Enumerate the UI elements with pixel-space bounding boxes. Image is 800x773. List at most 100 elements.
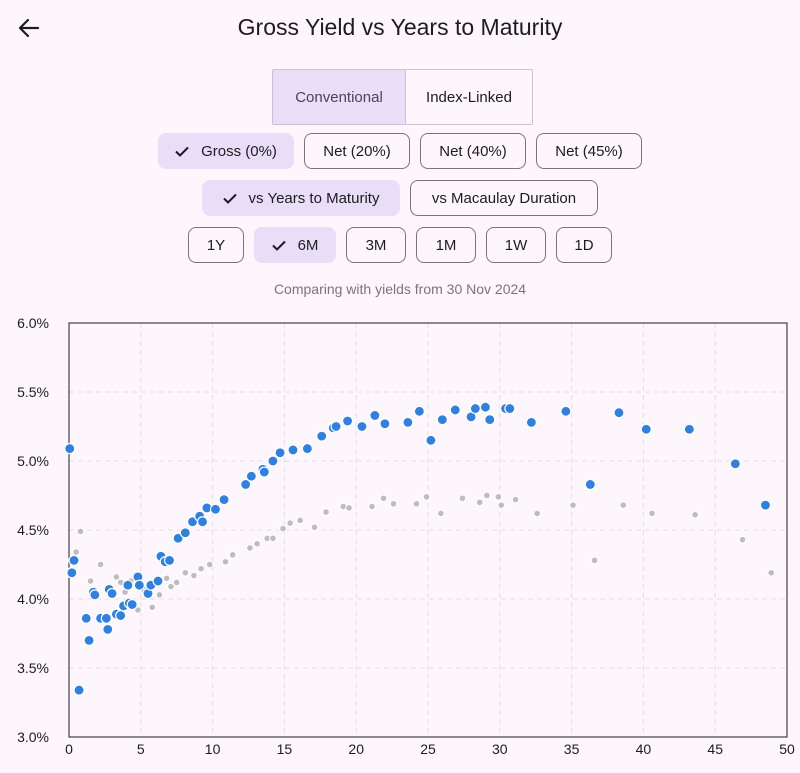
previous-yield-point xyxy=(322,508,330,516)
current-yield-point xyxy=(102,623,114,635)
current-yield-point xyxy=(301,442,313,455)
period-chips: 1Y 6M 3M 1M 1W 1D xyxy=(0,227,800,263)
y-tick-label: 3.5% xyxy=(17,660,49,676)
current-yield-point xyxy=(68,554,80,566)
current-yield-point xyxy=(126,598,138,611)
y-tick-label: 5.5% xyxy=(17,384,49,400)
years-to-maturity-chip[interactable]: vs Years to Maturity xyxy=(202,180,400,216)
previous-yield-point xyxy=(286,519,294,527)
period-1d-label: 1D xyxy=(574,236,594,254)
previous-yield-point xyxy=(590,556,599,565)
current-yield-point xyxy=(152,575,164,587)
index-linked-option[interactable]: Index-Linked xyxy=(405,70,532,124)
current-yield-point xyxy=(83,634,95,646)
previous-yield-point xyxy=(112,573,121,581)
x-tick-label: 25 xyxy=(420,741,436,757)
previous-yield-point xyxy=(497,501,506,509)
check-icon xyxy=(271,240,286,251)
period-6m-chip[interactable]: 6M xyxy=(254,227,336,263)
current-yield-point xyxy=(479,401,492,413)
previous-yield-point xyxy=(269,534,277,543)
x-tick-label: 5 xyxy=(137,741,145,757)
previous-yield-point xyxy=(767,568,776,577)
gross-chip[interactable]: Gross (0%) xyxy=(158,133,294,169)
period-1w-label: 1W xyxy=(504,236,528,254)
previous-yield-point xyxy=(76,527,85,536)
period-1w-chip[interactable]: 1W xyxy=(486,227,546,263)
current-yield-point xyxy=(209,503,222,515)
previous-yield-point xyxy=(483,491,491,500)
x-tick-label: 10 xyxy=(205,741,221,757)
current-yield-point xyxy=(330,420,342,433)
previous-yield-point xyxy=(253,540,261,548)
app-bar: Gross Yield vs Years to Maturity xyxy=(0,0,800,56)
period-1y-chip[interactable]: 1Y xyxy=(188,227,244,263)
gross-chip-label: Gross (0%) xyxy=(201,142,277,160)
current-yield-point xyxy=(436,413,448,426)
current-yield-point xyxy=(80,612,92,624)
current-yield-point xyxy=(100,612,112,624)
previous-yield-point xyxy=(167,582,175,591)
net-40-chip[interactable]: Net (40%) xyxy=(420,133,526,169)
previous-yield-point xyxy=(345,504,353,512)
current-yield-point xyxy=(106,587,118,600)
previous-yield-point xyxy=(296,516,304,525)
previous-yield-point xyxy=(533,509,541,518)
current-yield-point xyxy=(449,404,461,416)
current-yield-point xyxy=(525,416,537,428)
check-icon xyxy=(222,193,237,204)
current-yield-point xyxy=(240,478,252,491)
previous-yield-point xyxy=(172,578,181,587)
previous-yield-point xyxy=(181,568,190,577)
period-1d-chip[interactable]: 1D xyxy=(556,227,612,263)
net-20-chip[interactable]: Net (20%) xyxy=(304,133,410,169)
bond-type-toggle: Conventional Index-Linked xyxy=(272,69,533,125)
current-yield-point xyxy=(133,579,145,591)
current-yield-point xyxy=(613,407,625,419)
current-yield-point xyxy=(413,405,425,417)
back-button[interactable] xyxy=(12,10,46,46)
arrow-left-icon xyxy=(18,18,40,38)
current-yield-point xyxy=(64,442,76,455)
check-icon xyxy=(175,146,189,157)
current-yield-point xyxy=(196,516,209,528)
x-tick-label: 45 xyxy=(707,741,723,757)
previous-yield-point xyxy=(205,560,214,569)
plot-frame xyxy=(68,322,788,738)
previous-yield-point xyxy=(310,523,319,532)
y-tick-label: 6.0% xyxy=(17,315,49,331)
period-3m-chip[interactable]: 3M xyxy=(346,227,406,263)
current-yield-point xyxy=(341,415,354,427)
conventional-option[interactable]: Conventional xyxy=(273,70,405,124)
current-yield-point xyxy=(425,434,437,446)
current-yield-point xyxy=(163,554,176,566)
current-yield-point xyxy=(356,420,368,433)
previous-yield-point xyxy=(155,591,164,599)
previous-yield-point xyxy=(197,564,205,573)
previous-yield-point xyxy=(475,498,484,507)
page-title: Gross Yield vs Years to Maturity xyxy=(237,14,563,40)
previous-yield-point xyxy=(221,557,230,566)
current-yield-point xyxy=(258,466,270,478)
current-yield-point xyxy=(73,684,85,696)
current-yield-point xyxy=(267,455,279,467)
net-45-chip[interactable]: Net (45%) xyxy=(536,133,642,169)
x-tick-label: 40 xyxy=(636,741,652,757)
net-45-chip-label: Net (45%) xyxy=(555,142,623,160)
previous-yield-point xyxy=(511,495,520,504)
previous-yield-point xyxy=(691,511,699,519)
net-20-chip-label: Net (20%) xyxy=(323,142,391,160)
previous-yield-point xyxy=(162,574,171,583)
period-1y-label: 1Y xyxy=(206,236,226,254)
previous-yield-point xyxy=(134,606,142,614)
period-1m-chip[interactable]: 1M xyxy=(416,227,476,263)
current-yield-point xyxy=(640,423,652,435)
y-tick-label: 3.0% xyxy=(17,729,49,745)
x-tick-label: 35 xyxy=(564,741,580,757)
macaulay-duration-chip[interactable]: vs Macaulay Duration xyxy=(410,180,598,216)
current-yield-point xyxy=(369,409,381,422)
x-tick-label: 15 xyxy=(277,741,293,757)
current-yield-point xyxy=(115,609,127,622)
current-yield-point xyxy=(66,567,78,579)
years-to-maturity-chip-label: vs Years to Maturity xyxy=(248,189,380,207)
